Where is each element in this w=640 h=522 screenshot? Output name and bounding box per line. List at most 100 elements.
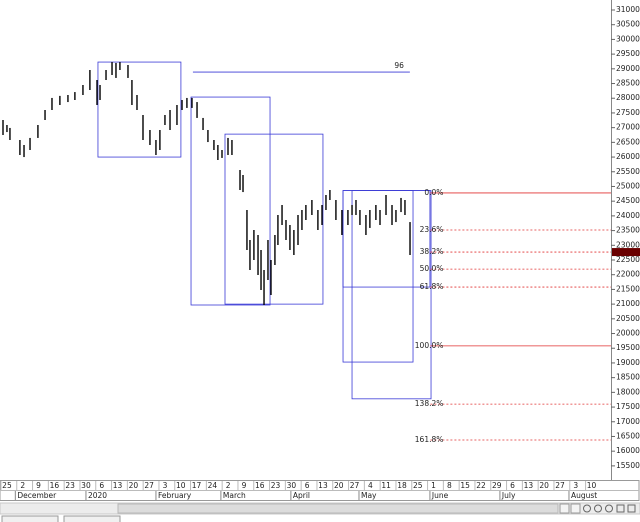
x-tick-label: 13 (524, 481, 534, 490)
y-tick-label: 16500 (616, 431, 640, 440)
fib-label: 61.8% (420, 282, 444, 291)
x-tick-label: 16 (255, 481, 265, 490)
y-tick-label: 30000 (616, 34, 640, 43)
month-label: March (223, 491, 246, 500)
y-tick-label: 30500 (616, 20, 640, 29)
x-tick-label: 20 (539, 481, 549, 490)
y-tick-label: 27500 (616, 108, 640, 117)
x-tick-label: 4 (368, 481, 373, 490)
y-tick-label: 18500 (616, 373, 640, 382)
annotation-box (224, 133, 324, 305)
x-tick-label: 3 (573, 481, 578, 490)
annotation-box (190, 96, 271, 306)
x-tick-label: 13 (113, 481, 123, 490)
y-tick-label: 29500 (616, 49, 640, 58)
x-tick-label: 18 (397, 481, 407, 490)
y-tick-label: 17000 (616, 417, 640, 426)
y-tick-label: 28500 (616, 79, 640, 88)
month-label: April (293, 491, 310, 500)
x-tick-label: 10 (176, 481, 186, 490)
x-tick-label: 20 (334, 481, 344, 490)
x-tick-label: 9 (242, 481, 247, 490)
x-tick-label: 6 (99, 481, 104, 490)
x-tick-label: 24 (208, 481, 218, 490)
y-tick-label: 15500 (616, 461, 640, 470)
y-tick-label: 23000 (616, 240, 640, 249)
tab[interactable] (1, 515, 59, 522)
tab[interactable] (63, 515, 121, 522)
x-tick-label: 23 (271, 481, 281, 490)
y-tick-label: 20000 (616, 329, 640, 338)
fib-label: 161.8% (415, 435, 444, 444)
x-tick-label: 27 (350, 481, 360, 490)
month-label: 2020 (88, 491, 107, 500)
x-tick-label: 1 (431, 481, 436, 490)
x-tick-label: 30 (287, 481, 297, 490)
x-tick-label: 20 (129, 481, 139, 490)
y-tick-label: 24000 (616, 211, 640, 220)
fib-label: 0.0% (424, 188, 443, 197)
y-tick-label: 25000 (616, 181, 640, 190)
x-tick-label: 25 (2, 481, 12, 490)
y-tick-label: 22500 (616, 255, 640, 264)
x-tick-label: 27 (144, 481, 154, 490)
zoom-in[interactable] (594, 504, 602, 513)
horizontal-line-label: 96 (394, 61, 404, 70)
month-label: June (431, 491, 449, 500)
scroll-right[interactable] (570, 503, 581, 514)
y-tick-label: 19500 (616, 343, 640, 352)
y-tick-label: 22000 (616, 270, 640, 279)
y-tick-label: 24500 (616, 196, 640, 205)
x-tick-label: 10 (587, 481, 597, 490)
x-tick-label: 6 (305, 481, 310, 490)
month-label: February (158, 491, 192, 500)
y-tick-label: 21500 (616, 284, 640, 293)
month-label: May (361, 491, 377, 500)
y-tick-label: 23500 (616, 226, 640, 235)
y-tick-label: 17500 (616, 402, 640, 411)
y-tick-label: 31000 (616, 5, 640, 14)
x-tick-label: 22 (476, 481, 486, 490)
x-tick-label: 25 (413, 481, 423, 490)
zoom-out[interactable] (583, 504, 591, 513)
x-tick-label: 23 (65, 481, 75, 490)
x-tick-label: 29 (492, 481, 502, 490)
month-label: August (571, 491, 597, 500)
x-tick-label: 6 (510, 481, 515, 490)
x-tick-label: 2 (20, 481, 25, 490)
x-tick-label: 27 (555, 481, 565, 490)
y-tick-label: 27000 (616, 123, 640, 132)
x-tick-label: 16 (50, 481, 60, 490)
x-tick-label: 8 (447, 481, 452, 490)
y-tick-label: 26000 (616, 152, 640, 161)
close-button[interactable] (627, 504, 636, 513)
x-tick-label: 3 (163, 481, 168, 490)
annotation-box (97, 61, 182, 158)
fib-label: 138.2% (415, 399, 444, 408)
y-tick-label: 16000 (616, 446, 640, 455)
x-tick-label: 2 (226, 481, 231, 490)
fib-label: 50.0% (420, 264, 444, 273)
settings-button[interactable] (616, 504, 625, 513)
y-tick-label: 19000 (616, 358, 640, 367)
x-tick-label: 11 (381, 481, 391, 490)
zoom-reset[interactable] (605, 504, 613, 513)
y-tick-label: 28000 (616, 93, 640, 102)
y-tick-label: 21000 (616, 299, 640, 308)
scroll-buttons (559, 503, 636, 514)
fib-label: 38.2% (420, 247, 444, 256)
annotation-box (351, 190, 432, 400)
month-label: July (501, 491, 516, 500)
scroll-left[interactable] (559, 503, 570, 514)
scroll-thumb[interactable] (117, 503, 559, 514)
last-price-marker (612, 248, 640, 257)
x-tick-label: 15 (460, 481, 470, 490)
x-tick-label: 9 (36, 481, 41, 490)
month-label: December (17, 491, 57, 500)
y-tick-label: 26500 (616, 137, 640, 146)
y-tick-label: 29000 (616, 64, 640, 73)
x-tick-label: 13 (318, 481, 328, 490)
x-tick-label: 30 (81, 481, 91, 490)
